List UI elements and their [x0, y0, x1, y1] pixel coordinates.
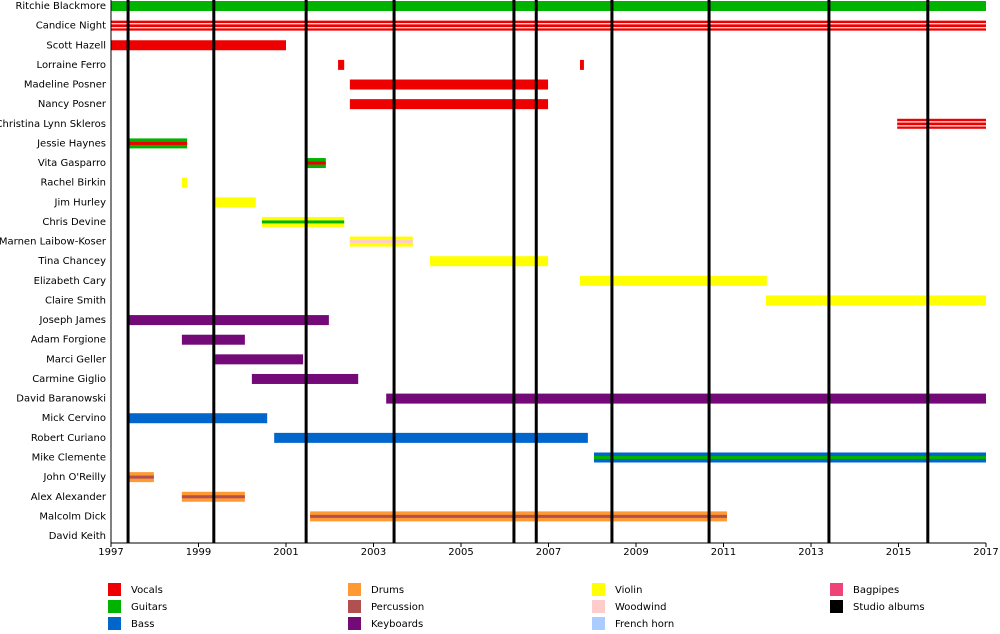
- row-label: Robert Curiano: [31, 433, 106, 444]
- row-label: Scott Hazell: [46, 40, 106, 51]
- bar: [429, 256, 549, 267]
- bar: [111, 1, 986, 11]
- row-label: Elizabeth Cary: [34, 276, 106, 287]
- row-label: Marci Geller: [46, 354, 107, 365]
- x-tick-label: 2015: [886, 547, 911, 558]
- legend-swatch: [592, 583, 605, 596]
- legend-swatch: [108, 583, 121, 596]
- x-tick-label: 2009: [623, 547, 648, 558]
- bar-stripe: [111, 23, 986, 25]
- legend-label: Percussion: [371, 602, 424, 613]
- bar: [897, 118, 986, 129]
- row-label: John O'Reilly: [43, 472, 107, 483]
- legend-label: Woodwind: [615, 602, 667, 613]
- bar: [274, 432, 588, 443]
- row-label: Vita Gasparro: [38, 158, 106, 169]
- x-tick-label: 2005: [448, 547, 473, 558]
- legend-swatch: [108, 617, 121, 630]
- bar-stripe: [111, 27, 986, 29]
- x-tick-label: 2003: [361, 547, 386, 558]
- legend-swatch: [348, 617, 361, 630]
- row-label: David Keith: [49, 531, 106, 542]
- row-label: Marnen Laibow-Koser: [0, 237, 107, 248]
- bar-stripe: [897, 121, 986, 123]
- row-label: Joseph James: [39, 315, 106, 326]
- row-label: Rachel Birkin: [41, 178, 106, 189]
- legend-label: Guitars: [131, 602, 167, 613]
- legend-label: French horn: [615, 619, 674, 630]
- row-label: Nancy Posner: [38, 99, 107, 110]
- row-label: Adam Forgione: [31, 335, 106, 346]
- row-label: Mick Cervino: [42, 413, 106, 424]
- bar: [128, 315, 329, 326]
- x-tick-label: 1997: [98, 547, 123, 558]
- legend-label: Drums: [371, 585, 404, 596]
- row-label: Ritchie Blackmore: [15, 1, 106, 12]
- x-tick-label: 1999: [186, 547, 211, 558]
- row-label: Tina Chancey: [37, 256, 106, 267]
- bar: [111, 40, 286, 51]
- bar: [580, 59, 584, 70]
- bar: [181, 177, 188, 188]
- x-tick-label: 2013: [798, 547, 823, 558]
- row-label: Malcolm Dick: [39, 511, 106, 522]
- bar-stripe: [306, 161, 326, 165]
- legend-label: Vocals: [131, 585, 163, 596]
- row-label: Alex Alexander: [31, 492, 107, 503]
- row-label: David Baranowski: [16, 394, 106, 405]
- bar-stripe: [349, 240, 413, 244]
- row-label: Candice Night: [36, 21, 106, 32]
- x-tick-label: 2001: [273, 547, 298, 558]
- bar: [349, 79, 549, 90]
- legend-swatch: [348, 600, 361, 613]
- legend-swatch: [592, 600, 605, 613]
- legend-label: Bagpipes: [853, 585, 899, 596]
- legend-swatch: [592, 617, 605, 630]
- row-label: Carmine Giglio: [32, 374, 106, 385]
- x-tick-label: 2017: [973, 547, 998, 558]
- bar: [215, 197, 256, 208]
- bar: [338, 59, 345, 70]
- bar-stripe: [128, 475, 154, 479]
- legend-swatch: [830, 583, 843, 596]
- legend-swatch: [348, 583, 361, 596]
- bar: [349, 99, 549, 110]
- bar-stripe: [310, 514, 727, 518]
- legend-label: Violin: [615, 585, 642, 596]
- row-label: Christina Lynn Skleros: [0, 119, 106, 130]
- legend-label: Keyboards: [371, 619, 423, 630]
- row-label: Mike Clemente: [32, 452, 106, 463]
- row-label: Madeline Posner: [24, 80, 107, 91]
- row-label: Lorraine Ferro: [37, 60, 106, 71]
- row-label: Jim Hurley: [54, 197, 107, 208]
- bar-stripe: [128, 141, 188, 145]
- x-tick-label: 2007: [536, 547, 561, 558]
- row-label: Claire Smith: [45, 295, 106, 306]
- row-label: Jessie Haynes: [36, 138, 106, 149]
- legend-label: Studio albums: [853, 602, 925, 613]
- bar-stripe: [594, 455, 986, 459]
- bar: [215, 354, 304, 365]
- bar: [765, 295, 986, 306]
- legend-swatch: [830, 600, 843, 613]
- bar: [580, 275, 767, 286]
- bar-stripe: [261, 220, 345, 224]
- bar: [128, 413, 268, 424]
- row-label: Chris Devine: [42, 217, 106, 228]
- bar: [111, 20, 986, 31]
- bar-stripe: [897, 125, 986, 127]
- legend-swatch: [108, 600, 121, 613]
- x-tick-label: 2011: [711, 547, 736, 558]
- bar: [386, 393, 986, 404]
- legend-label: Bass: [131, 619, 154, 630]
